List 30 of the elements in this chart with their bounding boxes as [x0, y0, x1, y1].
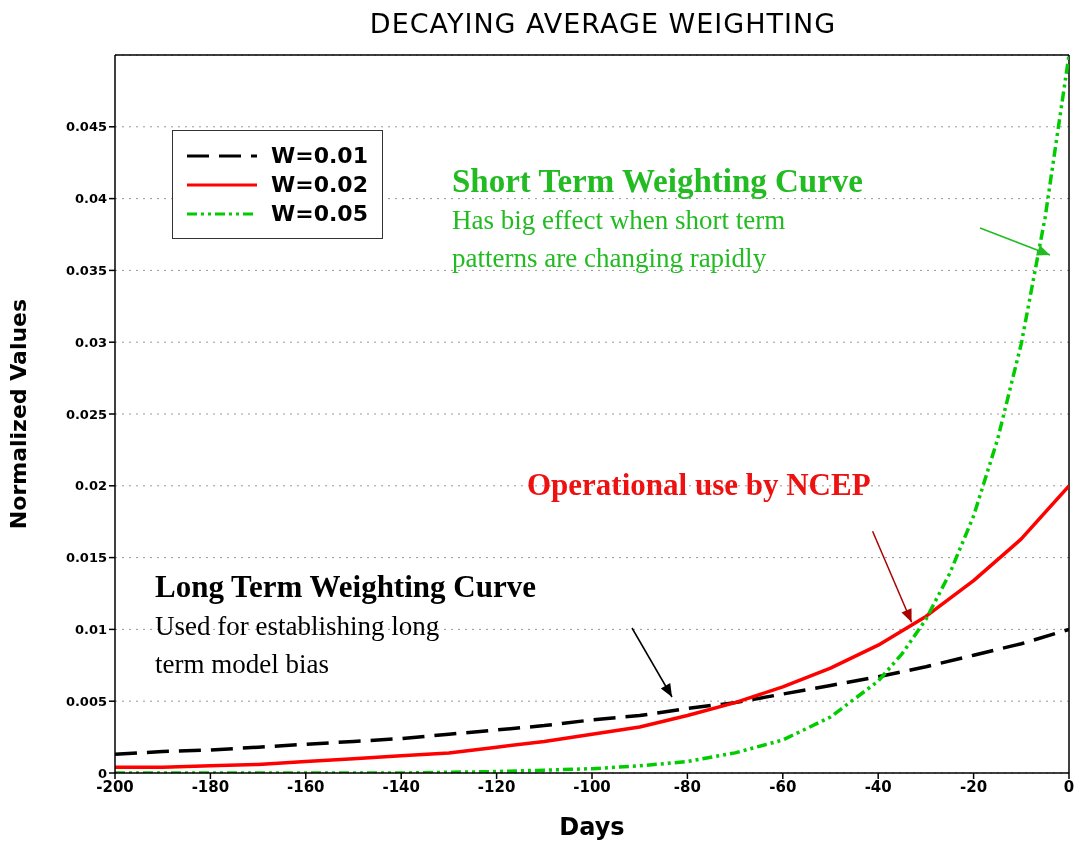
x-tick-label: -180 [191, 777, 230, 796]
x-axis-title: Days [559, 813, 625, 841]
x-tick-label: -20 [960, 777, 988, 796]
x-tick-label: 0 [1063, 777, 1075, 796]
legend-label: W=0.02 [271, 172, 368, 197]
legend-label: W=0.01 [271, 143, 368, 168]
y-tick-label: 0.045 [65, 119, 107, 135]
annotation: Operational use by NCEP [527, 466, 872, 504]
x-tick-label: -60 [769, 777, 797, 796]
y-tick-label: 0.02 [74, 478, 107, 494]
x-tick-label: -100 [573, 777, 611, 796]
y-tick-label: 0.03 [74, 334, 107, 350]
x-tick-label: -120 [477, 777, 516, 796]
y-tick-label: 0.035 [65, 263, 107, 279]
x-tick-label: -160 [287, 777, 325, 796]
y-tick-label: 0.01 [74, 622, 107, 638]
y-tick-label: 0.005 [65, 693, 107, 709]
legend-label: W=0.05 [271, 201, 368, 226]
annotation: Used for establishing long term model bias [155, 610, 441, 681]
y-tick-label: 0.015 [65, 550, 107, 566]
x-tick-label: -40 [864, 777, 892, 796]
y-tick-label: 0.04 [74, 191, 107, 207]
x-tick-label: -140 [382, 777, 420, 796]
chart-title: DECAYING AVERAGE WEIGHTING [368, 8, 838, 39]
annotation: Has big effect when short term patterns are changing rapidly [452, 204, 787, 275]
annotation: Short Term Weighting Curve [452, 162, 864, 201]
annotation: Long Term Weighting Curve [155, 568, 537, 606]
y-axis-title: Normalized Values [5, 298, 31, 530]
y-tick-label: 0.025 [65, 406, 107, 422]
x-tick-label: -80 [673, 777, 701, 796]
